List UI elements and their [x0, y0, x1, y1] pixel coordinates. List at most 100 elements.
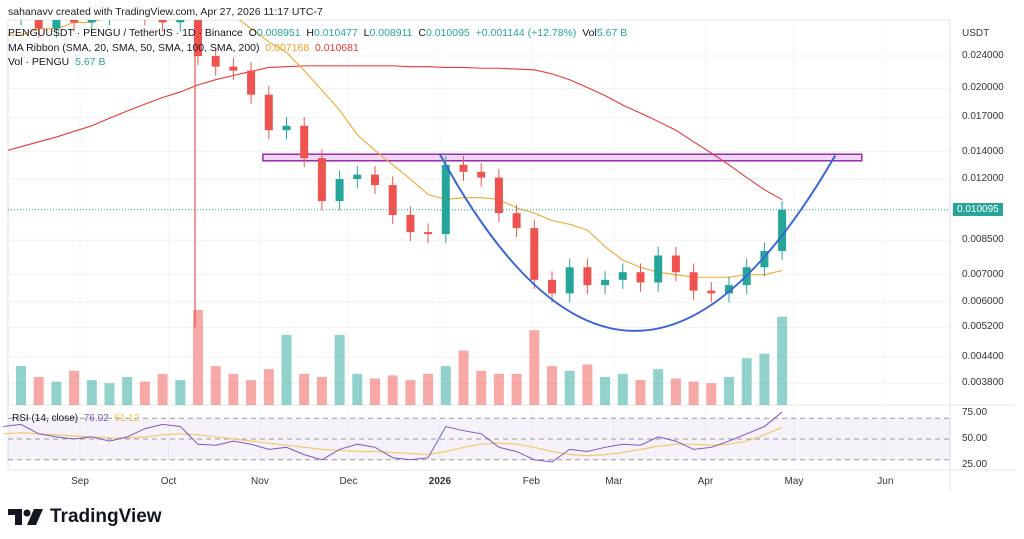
candle-body — [388, 185, 397, 215]
x-tick-label: 2026 — [428, 476, 452, 487]
symbol-title[interactable]: PENGUUSDT · PENGU / TetherUS · 1D · Bina… — [8, 27, 243, 39]
sma50-line — [8, 20, 783, 278]
volume-bar — [246, 380, 257, 405]
open-value: 0.008951 — [256, 27, 301, 39]
volume-bar — [653, 369, 664, 405]
rsi-tick-label: 75.00 — [962, 407, 988, 418]
candle-body — [565, 267, 574, 294]
vol-title[interactable]: Vol · PENGU — [8, 56, 70, 68]
candle-body — [512, 213, 521, 229]
volume-bar — [688, 381, 699, 405]
volume-bar — [316, 376, 327, 405]
volume-bar — [193, 310, 203, 405]
volume-bar — [724, 376, 734, 405]
rsi-line — [3, 411, 783, 463]
volume-bar — [493, 373, 504, 405]
volume-bar — [139, 381, 150, 405]
price-pane — [0, 16, 950, 405]
cup-pattern-curve — [439, 153, 837, 332]
volume-bar — [617, 373, 628, 405]
candle-body — [725, 285, 733, 294]
volume-bar — [635, 380, 646, 405]
candle-body — [158, 20, 167, 23]
volume-bar — [334, 334, 345, 405]
x-tick-label: Dec — [339, 476, 358, 487]
x-tick-label: Apr — [697, 476, 714, 487]
volume-bar — [69, 370, 80, 405]
volume-bar — [370, 378, 380, 405]
chart-credit: sahanavv created with TradingView.com, A… — [8, 6, 323, 18]
vol-legend-value: 5.67 B — [75, 56, 106, 68]
volume-bar — [670, 378, 681, 405]
volume-bar — [741, 358, 752, 405]
rsi-tick-label: 50.00 — [962, 433, 988, 444]
candle-body — [530, 228, 539, 280]
high-label: H — [306, 27, 315, 39]
low-value: 0.008911 — [369, 27, 413, 39]
volume-bar — [600, 376, 611, 405]
volume-bar — [8, 373, 9, 405]
x-tick-label: Feb — [522, 476, 540, 487]
volume-bar — [777, 316, 788, 405]
close-label: C — [418, 27, 426, 39]
high-value: 0.010477 — [314, 27, 358, 39]
volume-bar — [228, 373, 239, 405]
rsi-title[interactable]: RSI (14, close) — [12, 413, 79, 424]
candle-body — [636, 272, 645, 283]
y-tick-label: 0.004400 — [962, 351, 1004, 363]
candle-body — [317, 158, 326, 202]
volume-bar — [104, 383, 115, 405]
volume-bar — [529, 330, 540, 405]
candle-body — [264, 94, 273, 131]
candle-body — [707, 290, 716, 294]
open-label: O — [248, 27, 257, 39]
y-tick-label: 0.012000 — [962, 173, 1004, 185]
candle-body — [176, 20, 185, 23]
candle-body — [689, 272, 698, 291]
tradingview-logo[interactable]: TradingView — [8, 506, 162, 528]
candle-body — [548, 279, 556, 294]
volume-bar — [299, 373, 310, 405]
x-tick-label: Mar — [605, 476, 623, 487]
volume-bar — [458, 350, 469, 405]
tradingview-logo-icon — [8, 509, 43, 525]
volume-bar — [51, 381, 62, 405]
y-tick-label: 0.020000 — [962, 82, 1004, 94]
current-price-label: 0.010095 — [953, 202, 1003, 216]
price-chart[interactable] — [0, 0, 1024, 500]
volume-bar — [157, 373, 168, 405]
symbol-legend: PENGUUSDT · PENGU / TetherUS · 1D · Bina… — [8, 27, 627, 39]
volume-bar — [210, 366, 221, 405]
y-tick-label: 0.017000 — [962, 111, 1004, 123]
currency-label[interactable]: USDT — [962, 28, 990, 39]
candle-body — [583, 267, 592, 286]
y-tick-label: 0.006000 — [962, 296, 1004, 308]
candle-body — [229, 66, 238, 71]
low-label: L — [363, 27, 370, 39]
candle-body — [618, 272, 627, 280]
candle-body — [601, 279, 610, 286]
candle-body — [441, 164, 450, 235]
candle-body — [194, 20, 202, 57]
ma-legend: MA Ribbon (SMA, 20, SMA, 50, SMA, 100, S… — [8, 42, 359, 54]
y-tick-label: 0.008500 — [962, 234, 1004, 246]
close-value: 0.010095 — [425, 27, 470, 39]
candle-body — [211, 56, 220, 67]
rsi-ma-line — [3, 426, 783, 457]
rsi-value: 76.02 — [83, 413, 109, 424]
candle-body — [671, 255, 680, 273]
volume-bar — [440, 366, 451, 405]
candle-body — [34, 20, 43, 29]
candle-body — [406, 214, 415, 233]
volume-bar — [122, 376, 133, 405]
volume-bar — [564, 370, 575, 405]
sma200-line — [8, 65, 783, 201]
candle-body — [371, 174, 379, 186]
x-tick-label: Oct — [160, 476, 177, 487]
volume-bar — [387, 375, 398, 405]
candle-body — [0, 16, 7, 20]
candle-body — [760, 251, 769, 268]
ma-title[interactable]: MA Ribbon (SMA, 20, SMA, 50, SMA, 100, S… — [8, 42, 260, 54]
volume-bar — [547, 366, 557, 405]
logo-text: TradingView — [50, 506, 162, 527]
